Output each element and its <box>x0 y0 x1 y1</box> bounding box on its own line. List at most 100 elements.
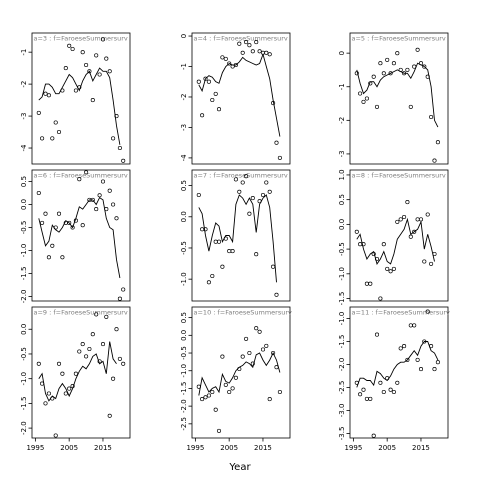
data-point <box>100 179 106 184</box>
data-point <box>412 64 417 69</box>
y-tick-label: -2.5 <box>180 417 188 431</box>
data-point <box>121 287 126 292</box>
data-point <box>267 189 272 194</box>
data-point <box>36 361 41 366</box>
data-point <box>398 67 403 72</box>
fitted-line <box>356 62 439 128</box>
data-point <box>385 266 390 271</box>
data-point <box>107 69 112 74</box>
x-tick-label: 2015 <box>412 444 430 452</box>
data-point <box>364 396 369 401</box>
y-tick-label: -1.0 <box>20 372 28 386</box>
data-point <box>46 391 51 396</box>
panel-7: a=5 : f=FaroeseSummersurv 0 -1 -2 -3 <box>338 32 449 165</box>
data-point <box>77 85 82 90</box>
data-point <box>97 193 102 198</box>
data-point <box>247 350 252 356</box>
data-point <box>354 229 359 234</box>
x-axis-title: Year <box>228 462 251 473</box>
data-point <box>233 375 238 380</box>
data-point <box>213 239 218 244</box>
data-point <box>368 81 373 86</box>
data-point <box>40 220 45 225</box>
data-point <box>425 74 430 79</box>
data-point <box>43 401 48 406</box>
y-tick-label: -1.0 <box>20 244 28 258</box>
panel-frame <box>31 306 131 439</box>
data-point <box>40 381 45 386</box>
panel-9: a=11 : f=FaroeseSummersurv -1.0 -1.5 -2.0 -2… <box>338 306 450 452</box>
data-point <box>385 57 390 62</box>
data-point <box>36 110 41 115</box>
x-tick-label: 2005 <box>378 444 396 452</box>
y-tick-label: -2.5 <box>338 381 346 395</box>
y-tick-label: -1.5 <box>20 397 28 411</box>
data-point <box>415 47 420 52</box>
panel-strip-label: a=9 : f=FaroeseSummersurv <box>34 309 128 317</box>
panel-frame <box>349 32 449 165</box>
data-point <box>402 214 407 220</box>
data-point <box>432 158 437 163</box>
data-point <box>107 413 112 418</box>
data-point <box>104 314 109 319</box>
data-point <box>80 342 85 347</box>
y-tick-label: -0.5 <box>180 346 188 360</box>
data-point <box>354 380 359 385</box>
y-tick-label: -1 <box>20 49 28 56</box>
data-point <box>53 120 58 125</box>
data-point <box>264 50 269 55</box>
data-point <box>206 393 211 398</box>
data-point <box>254 40 259 45</box>
y-tick-label: -2 <box>338 117 346 124</box>
data-point <box>274 292 279 297</box>
data-point <box>200 113 205 118</box>
data-point <box>213 91 218 96</box>
y-tick-label: -3 <box>180 124 188 131</box>
data-point <box>254 326 259 331</box>
fitted-line <box>198 52 281 137</box>
data-point <box>391 61 396 66</box>
data-point <box>223 382 228 387</box>
y-tick-label: 0.0 <box>20 199 28 210</box>
data-point <box>264 343 269 348</box>
data-point <box>277 389 282 395</box>
data-point <box>237 366 242 372</box>
y-tick-label: -1 <box>180 63 188 70</box>
data-point <box>405 357 410 362</box>
data-point <box>432 251 437 257</box>
data-point <box>415 357 420 362</box>
panel-strip-label: a=10 : f=FaroeseSummersurv <box>194 309 293 317</box>
data-point <box>395 51 400 56</box>
data-point <box>223 236 228 241</box>
data-point <box>200 397 205 402</box>
y-tick-label: -2.0 <box>20 290 28 304</box>
data-point <box>257 49 262 54</box>
data-point <box>216 107 222 112</box>
data-point <box>412 229 417 234</box>
data-point <box>77 177 82 182</box>
panel-strip-label: a=7 : f=FaroeseSummersurv <box>194 172 288 180</box>
data-point <box>233 62 238 68</box>
data-point <box>206 280 211 285</box>
y-tick-label: -0.5 <box>180 241 188 255</box>
data-point <box>227 61 232 66</box>
data-point <box>117 145 122 151</box>
data-point <box>200 227 205 232</box>
data-point <box>117 296 122 301</box>
panel-2: a=6 : f=FaroeseSummersurv 0.5 0.0 -0.5 -1.0 -… <box>20 169 131 304</box>
data-point <box>87 346 92 352</box>
data-point <box>216 239 222 244</box>
data-point <box>374 256 380 262</box>
data-point <box>63 391 68 396</box>
y-tick-label: 0.0 <box>20 324 28 335</box>
data-point <box>378 296 383 301</box>
data-point <box>97 72 102 77</box>
y-tick-label: -1.0 <box>338 312 346 326</box>
fitted-line <box>198 351 281 396</box>
data-point <box>203 76 208 81</box>
data-point <box>43 211 48 216</box>
data-point <box>117 356 122 361</box>
data-point <box>84 354 89 359</box>
data-point <box>277 155 282 160</box>
data-point <box>50 136 55 141</box>
